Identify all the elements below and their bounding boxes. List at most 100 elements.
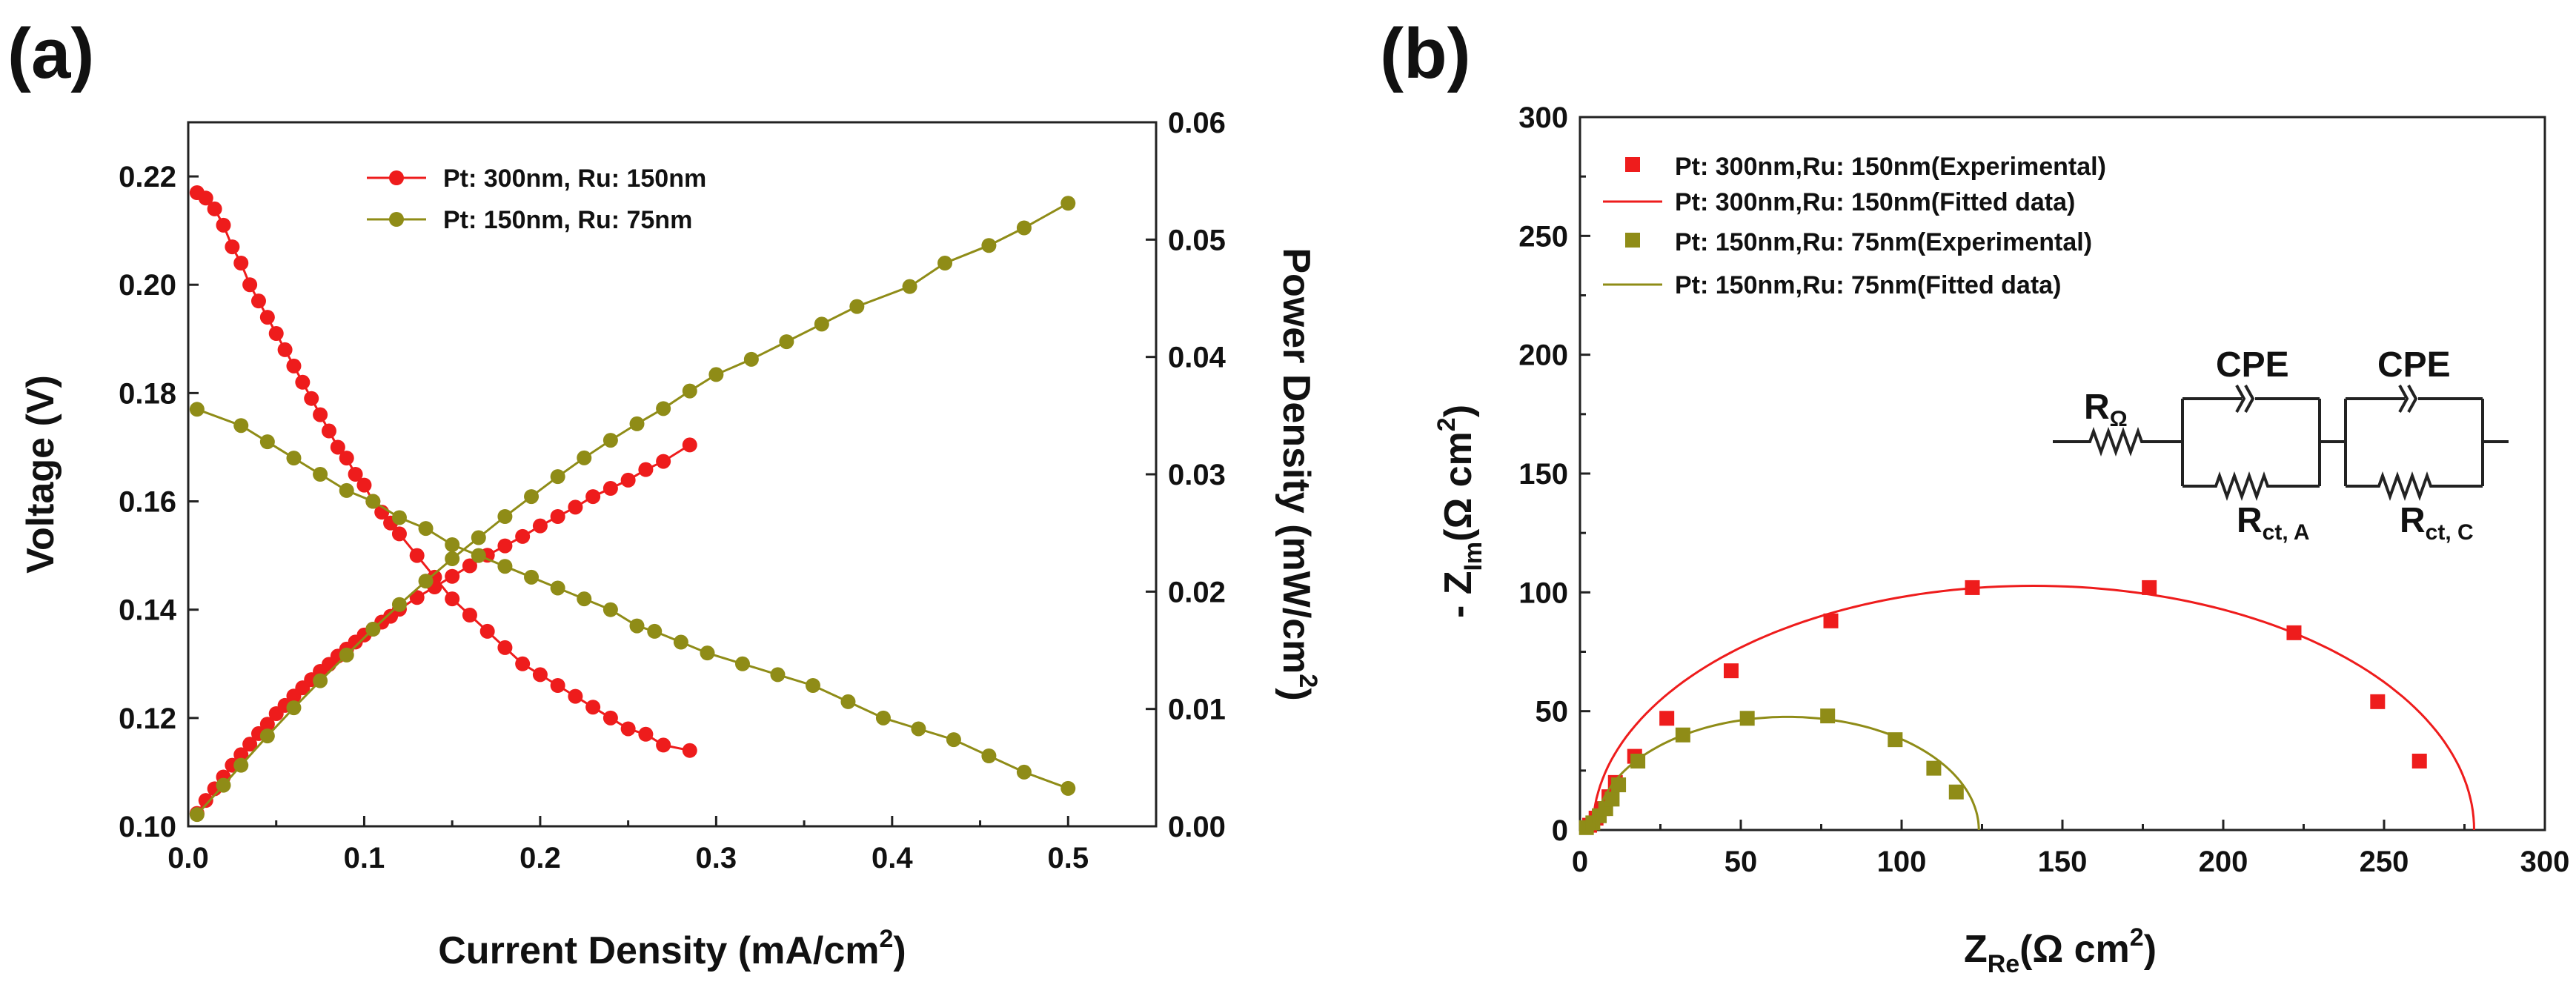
panel-b-y-title-sup: 2 xyxy=(1433,417,1461,431)
data-point-power-3 xyxy=(365,622,381,637)
data-point-voltage-2 xyxy=(911,721,926,737)
cpe-2-label: CPE xyxy=(2377,345,2451,385)
panel-a-x-ticks: 0.0 0.1 0.2 0.3 0.4 0.5 xyxy=(167,816,1089,874)
data-point-power-3 xyxy=(497,509,513,524)
data-point-power-3 xyxy=(779,334,794,350)
data-point-voltage-0 xyxy=(348,467,363,482)
data-point-power-1 xyxy=(515,528,531,544)
data-point-square-2 xyxy=(1948,784,1964,800)
data-point-voltage-2 xyxy=(673,634,688,650)
rct-a-sub: ct, A xyxy=(2263,520,2310,545)
panel-b-x-axis-title: ZRe(Ω cm2) xyxy=(1964,923,2157,978)
x-tick-label: 200 xyxy=(2199,846,2248,878)
y-tick-label: 250 xyxy=(1518,220,1568,253)
data-point-voltage-0 xyxy=(682,743,697,758)
data-point-voltage-2 xyxy=(981,748,997,763)
panel-b-y-title-prefix: - Z xyxy=(1437,571,1480,619)
data-point-power-3 xyxy=(445,551,460,566)
data-point-voltage-2 xyxy=(445,537,460,552)
fitted-arc-3 xyxy=(1595,715,1980,831)
data-point-voltage-2 xyxy=(840,694,856,709)
panel-b-y-title-sub: Im xyxy=(1459,542,1487,571)
data-point-power-3 xyxy=(902,279,917,294)
x-tick-label: 0.0 xyxy=(167,842,209,874)
y-tick-label: 150 xyxy=(1518,458,1568,491)
data-point-voltage-2 xyxy=(1016,764,1032,780)
data-point-voltage-0 xyxy=(479,623,495,639)
x-tick-label: 0 xyxy=(1572,846,1588,878)
data-point-power-3 xyxy=(849,299,865,314)
legend-b-marker-1 xyxy=(1625,157,1640,172)
panel-b-series xyxy=(1579,580,2475,835)
data-point-power-1 xyxy=(656,454,671,469)
data-point-voltage-0 xyxy=(207,201,222,216)
legend-a-marker-1 xyxy=(389,170,404,185)
data-point-power-1 xyxy=(233,747,249,763)
data-point-power-1 xyxy=(682,437,697,453)
data-point-voltage-0 xyxy=(515,656,531,671)
data-point-voltage-0 xyxy=(532,667,548,683)
y-tick-label: 300 xyxy=(1518,102,1568,134)
data-point-voltage-0 xyxy=(462,608,477,622)
data-point-voltage-2 xyxy=(602,602,618,617)
data-point-power-3 xyxy=(708,367,724,382)
data-point-power-1 xyxy=(585,489,601,505)
data-point-power-3 xyxy=(189,807,205,823)
data-point-voltage-0 xyxy=(330,439,345,455)
panel-a-y2-axis-title: Power Density (mW/cm2) xyxy=(1275,248,1322,700)
data-point-power-3 xyxy=(981,238,997,253)
data-point-voltage-0 xyxy=(216,217,231,233)
data-point-power-3 xyxy=(233,757,249,773)
panel-b-y-ticks: 0 50 100 150 200 250 300 xyxy=(1518,102,1590,847)
data-point-power-3 xyxy=(629,416,645,431)
data-point-voltage-0 xyxy=(304,391,319,406)
data-point-power-3 xyxy=(814,316,829,332)
y2-tick-label: 0.00 xyxy=(1168,811,1226,843)
data-point-voltage-0 xyxy=(250,293,266,309)
data-point-voltage-2 xyxy=(418,521,434,537)
data-point-voltage-2 xyxy=(700,645,715,661)
data-point-voltage-0 xyxy=(568,688,583,704)
data-point-power-3 xyxy=(743,351,759,367)
rct-c-label: Rct, C xyxy=(2400,501,2474,545)
data-point-power-3 xyxy=(656,401,671,416)
cpe-2-symbol xyxy=(2398,385,2418,413)
data-point-power-3 xyxy=(313,673,328,688)
data-point-power-1 xyxy=(497,538,513,554)
x-tick-label: 0.4 xyxy=(872,842,913,874)
data-point-voltage-0 xyxy=(233,256,249,270)
r-omega-label: RΩ xyxy=(2084,388,2128,431)
data-point-power-3 xyxy=(577,450,592,465)
data-point-power-1 xyxy=(568,499,583,515)
data-point-voltage-0 xyxy=(445,591,460,607)
panel-a-y2-ticks: 0.00 0.01 0.02 0.03 0.04 0.05 0.06 xyxy=(1146,107,1226,843)
data-point-voltage-0 xyxy=(391,526,407,542)
panel-a-series xyxy=(189,185,1076,823)
data-point-power-3 xyxy=(602,433,618,448)
panel-a-x-title-main: Current Density (mA/cm xyxy=(438,929,879,972)
data-point-power-3 xyxy=(259,728,275,744)
legend-a-label-1: Pt: 300nm, Ru: 150nm xyxy=(443,165,706,193)
x-tick-label: 50 xyxy=(1724,846,1758,878)
data-point-voltage-2 xyxy=(875,710,891,726)
data-point-voltage-2 xyxy=(259,434,275,450)
data-point-voltage-0 xyxy=(295,374,311,390)
panel-a-y2-title-main: Power Density (mW/cm xyxy=(1275,248,1318,674)
data-point-power-1 xyxy=(602,481,618,496)
y-tick-label: 0.14 xyxy=(119,594,177,627)
data-point-square-0 xyxy=(1723,663,1739,679)
y2-tick-label: 0.03 xyxy=(1168,459,1226,491)
data-point-voltage-2 xyxy=(946,732,961,748)
x-tick-label: 0.5 xyxy=(1047,842,1089,874)
cpe-1-label: CPE xyxy=(2216,345,2289,385)
data-point-voltage-0 xyxy=(321,423,336,439)
data-point-voltage-0 xyxy=(550,678,565,693)
panel-a-x-title-end: ) xyxy=(893,929,906,972)
data-point-power-3 xyxy=(550,469,565,485)
y2-tick-label: 0.02 xyxy=(1168,576,1226,608)
data-point-voltage-2 xyxy=(286,451,302,466)
panel-a-y2-title-end: ) xyxy=(1275,688,1318,700)
data-point-square-2 xyxy=(1604,791,1620,807)
panel-a-label: (a) xyxy=(7,14,94,93)
x-tick-label: 250 xyxy=(2360,846,2409,878)
